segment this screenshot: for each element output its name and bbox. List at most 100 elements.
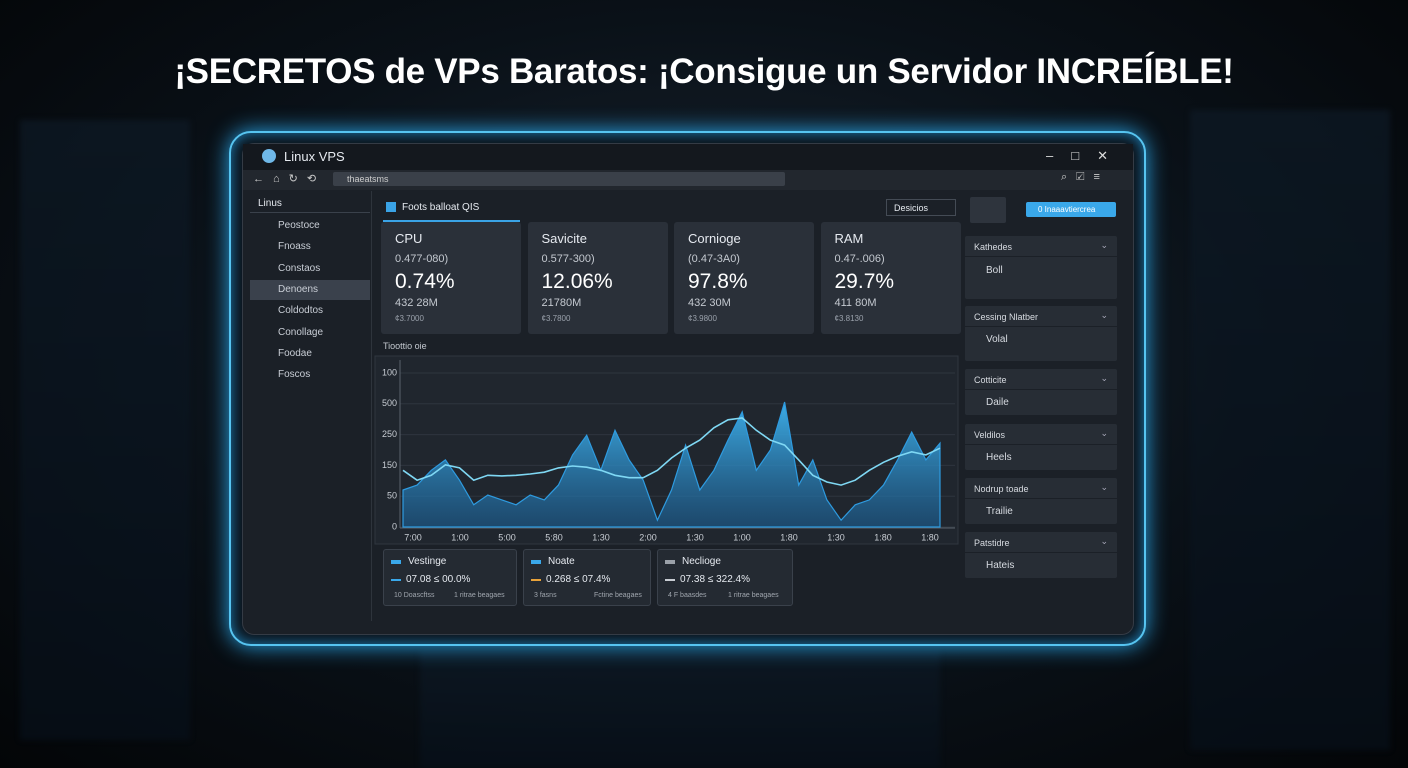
stat-card: RAM 0.47-.006) 29.7% 411 80M ¢3.8130 [820,222,961,334]
section-item: Daile [986,397,1009,408]
server-rack [420,650,940,768]
legend-box: Noate 0.268 ≤ 07.4% 3 fasns Fctine beagaes [523,549,651,606]
sidebar-item[interactable]: Peostoce [278,220,320,231]
section-item: Hateis [986,560,1015,571]
x-tick-label: 5:00 [498,532,516,542]
sidebar-item[interactable]: Foscos [278,369,311,381]
y-tick-label: 250 [382,429,397,439]
legend-stat: 07.38 ≤ 322.4% [680,574,750,585]
sidebar-item[interactable]: Fnoass [278,241,311,253]
card-foot: ¢3.9800 [688,314,717,323]
card-name: Cornioge [688,231,741,246]
sidebar-item[interactable]: Foodae [278,347,312,359]
card-value: 97.8% [688,270,748,293]
stat-card: Savicite 0.577-300) 12.06% 21780M ¢3.7800 [527,222,668,334]
primary-button[interactable]: 0 Inaaavtiercrea [1026,202,1116,217]
card-value: 0.74% [395,270,455,293]
legend-marker [391,579,401,581]
sidebar-item[interactable]: Constaos [278,262,321,274]
card-sub: 0.47-.006) [834,253,885,265]
window-title: Linux VPS [284,149,345,164]
sidebar-item[interactable]: Conollage [278,326,324,338]
legend-stat: 0.268 ≤ 07.4% [546,574,611,585]
section-head: Cessing Nlatber [974,312,1039,322]
chevron: ⌄ [1100,240,1108,250]
divider [965,389,1117,390]
y-tick-label: 0 [392,521,397,531]
sidebar-item[interactable]: Denoens [250,279,370,300]
legend-marker [531,560,541,564]
legend-box: Vestinge 07.08 ≤ 00.0% 10 Doascftss 1 ritra… [383,549,517,606]
y-tick-label: 150 [382,460,397,470]
chevron: ⌄ [1100,536,1108,546]
card-name: CPU [395,231,423,246]
x-tick-label: 1:80 [874,532,892,542]
x-tick-label: 2:00 [639,532,657,542]
legend-marker [665,560,675,564]
panel-section: Nodrup toade ⌄ Trailie [965,478,1117,524]
divider [965,256,1117,257]
icon-button[interactable] [970,197,1006,223]
divider [371,191,372,621]
tab-label[interactable]: Foots balloat QIS [402,202,480,213]
divider [965,552,1117,553]
dropdown[interactable]: Desicios [886,199,956,216]
section-head: Kathedes [974,242,1013,252]
sidebar-header: Linus [258,198,282,209]
divider [965,498,1117,499]
x-tick-label: 1:00 [733,532,751,542]
x-tick-label: 1:30 [592,532,610,542]
section-item: Trailie [986,506,1013,517]
card-mem: 432 30M [688,297,731,309]
divider [965,444,1117,445]
panel-section: Cessing Nlatber ⌄ Volal [965,306,1117,361]
section-item: Heels [986,452,1012,463]
y-tick-label: 50 [387,491,397,501]
x-tick-label: 7:00 [404,532,422,542]
card-sub: (0.47-3A0) [688,253,740,265]
server-rack [1190,110,1390,750]
card-foot: ¢3.7000 [395,314,424,323]
legend-marker [391,560,401,564]
panel-section: Patstidre ⌄ Hateis [965,532,1117,578]
card-sub: 0.577-300) [541,253,595,265]
chevron: ⌄ [1100,428,1108,438]
x-tick-label: 1:00 [451,532,469,542]
tab[interactable] [383,198,520,222]
window-controls[interactable]: –□✕ [1046,148,1126,163]
panel-section: Veldilos ⌄ Heels [965,424,1117,470]
chevron: ⌄ [1100,310,1108,320]
panel-section: Kathedes ⌄ Boll [965,236,1117,299]
card-mem: 432 28M [395,297,438,309]
chevron: ⌄ [1100,373,1108,383]
nav-icons[interactable]: ⌕☑≡ [1061,171,1109,183]
sidebar-item[interactable]: Coldodtos [278,305,324,317]
x-tick-label: 1:80 [921,532,939,542]
legend-note: 10 Doascftss [394,592,435,599]
y-tick-label: 500 [382,398,397,408]
card-value: 29.7% [834,270,895,293]
titlebar [243,144,1133,170]
section-head: Nodrup toade [974,484,1029,494]
x-tick-label: 5:80 [545,532,563,542]
card-foot: ¢3.7800 [541,314,571,323]
legend-note: 3 fasns [534,592,557,599]
card-value: 12.06% [541,270,613,293]
legend-marker [665,579,675,581]
x-tick-label: 1:30 [827,532,845,542]
stat-card: CPU 0.477-080) 0.74% 432 28M ¢3.7000 [381,222,521,334]
legend-note: 1 ritrae beagaes [454,592,505,599]
section-item: Boll [986,265,1003,276]
card-foot: ¢3.8130 [834,314,864,323]
url-bar[interactable]: thaeatsms [333,172,785,186]
app-icon [262,149,276,163]
area [402,401,941,528]
card-name: RAM [834,231,864,246]
y-tick-label: 100 [382,367,397,377]
nav-buttons[interactable]: ←⌂↻⟲ [253,173,326,185]
section-head: Patstidre [974,538,1010,548]
legend-name: Noate [548,556,575,567]
card-mem: 21780M [541,297,582,309]
